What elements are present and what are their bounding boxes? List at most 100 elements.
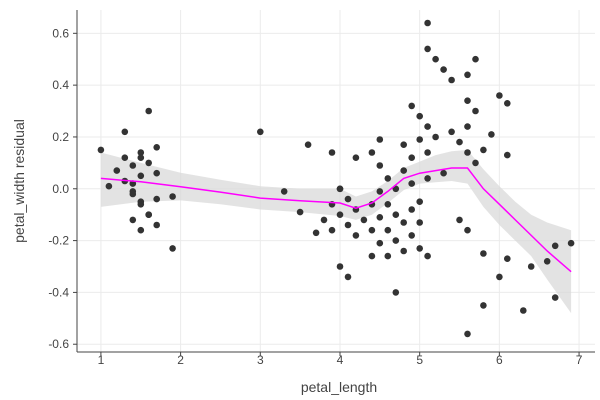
data-point [336,211,344,218]
data-point [480,250,487,257]
data-point [543,258,551,265]
data-point [408,232,416,239]
x-tick-label: 2 [177,353,184,367]
data-point [153,144,160,151]
data-point [145,159,152,167]
data-point [424,175,431,182]
y-tick-label: -0.6 [48,337,69,351]
data-point [504,151,511,159]
data-point [129,216,137,224]
data-point [344,195,352,203]
data-point [97,146,105,154]
data-point [312,229,320,237]
data-point [448,128,455,136]
data-point [352,154,360,161]
data-point [496,273,503,281]
x-tick-label: 4 [337,353,344,367]
data-point [488,131,495,138]
data-point [416,136,424,143]
y-tick-label: 0.0 [52,182,69,196]
data-point [376,188,384,195]
data-point [113,167,121,174]
data-point [551,294,559,301]
data-point [328,149,336,156]
data-point [376,214,384,221]
data-point [424,149,431,156]
data-point [384,226,392,234]
data-point [464,123,471,130]
x-tick-label: 1 [98,353,105,367]
y-axis-title: petal_width residual [11,119,27,243]
data-point [392,289,400,296]
y-axis-ticks: -0.6 -0.4 -0.2 0.0 0.2 0.4 0.6 [48,26,77,351]
data-point [432,55,439,63]
confidence-band [100,149,572,314]
data-point [145,107,152,115]
data-point [464,226,471,234]
data-point [472,107,479,115]
data-point [424,123,431,130]
x-tick-label: 3 [257,353,264,367]
data-point [464,149,471,156]
data-point [496,92,503,99]
data-point [129,190,137,198]
y-tick-label: 0.4 [52,78,69,92]
data-point [376,162,384,169]
data-point [392,211,400,218]
data-point [400,247,408,255]
data-point [368,226,376,234]
data-point [344,273,352,281]
data-point [408,154,416,161]
data-point [520,307,527,314]
data-point [280,188,288,195]
data-point [384,201,392,208]
x-tick-label: 6 [496,353,503,367]
data-point [464,97,471,104]
data-point [145,211,152,218]
data-point [408,180,416,187]
data-point [464,330,471,338]
data-point [296,208,304,216]
y-tick-label: -0.4 [48,285,69,299]
data-point [336,185,344,193]
grid-lines [77,10,595,352]
data-point [153,195,160,203]
smooth-line [100,167,572,273]
data-point [472,55,479,63]
data-point [504,100,511,107]
data-point [304,141,312,148]
data-point [121,154,129,161]
data-point [384,175,392,182]
x-axis-ticks: 1 2 3 4 5 6 7 [98,352,583,367]
data-point [368,252,376,260]
data-point [257,128,264,136]
data-point [551,242,559,250]
data-point [416,219,424,226]
data-point [527,263,535,270]
data-point [121,128,129,136]
data-point [440,66,447,73]
data-point [392,237,400,244]
data-point [360,216,368,224]
x-tick-label: 7 [576,353,583,367]
x-axis-title: petal_length [301,379,377,395]
y-tick-label: 0.6 [52,26,69,40]
data-point [344,221,352,229]
data-point [456,216,463,224]
data-point [368,149,376,156]
data-point [440,169,447,177]
data-point [328,226,336,234]
data-point [169,193,176,200]
data-point [400,141,408,148]
data-point [408,206,416,213]
data-point [153,169,160,177]
data-point [480,302,487,309]
data-point [352,232,360,239]
data-point [424,252,431,260]
data-point [472,159,479,167]
data-point [137,149,145,156]
data-point [137,201,145,208]
data-point [424,45,431,53]
data-point [169,245,176,252]
